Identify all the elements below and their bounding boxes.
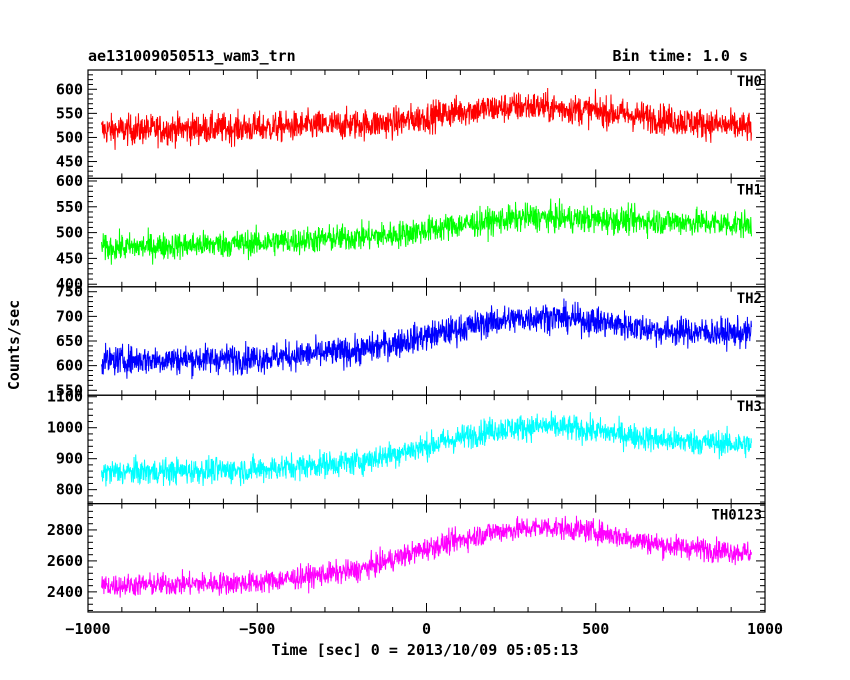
x-tick-label: −1000 — [65, 620, 110, 638]
panel-th2: 550 600 650 700 750 TH2 — [56, 283, 766, 399]
x-tick-label: −500 — [239, 620, 275, 638]
panel-th0: 450 500 550 600 TH0 — [56, 69, 766, 180]
y-tick-label: 1000 — [47, 419, 83, 437]
y-tick-label: 800 — [56, 481, 83, 499]
y-tick-label: 450 — [56, 153, 83, 171]
y-tick-label: 550 — [56, 198, 83, 216]
y-tick-label: 600 — [56, 172, 83, 190]
y-tick-label: 2600 — [47, 552, 83, 570]
y-tick-label: 2400 — [47, 583, 83, 601]
panels-group: 450 500 550 600 TH0 400 450 500 550 600 TH1 550 600 6… — [47, 69, 766, 613]
y-tick-label: 400 — [56, 275, 83, 293]
panel-label: TH0123 — [711, 508, 762, 524]
y-tick-label: 550 — [56, 104, 83, 122]
bin-time-label: Bin time: 1.0 s — [613, 47, 748, 65]
series-line-th2 — [101, 298, 752, 380]
panel-label: TH1 — [737, 182, 762, 198]
y-tick-label: 1100 — [47, 388, 83, 406]
series-line-th0123 — [101, 515, 752, 598]
y-tick-label: 700 — [56, 307, 83, 325]
y-tick-label: 500 — [56, 224, 83, 242]
panel-th1: 400 450 500 550 600 TH1 — [56, 172, 766, 293]
x-axis-label: Time [sec] 0 = 2013/10/09 05:05:13 — [271, 641, 578, 659]
series-line-th3 — [101, 410, 752, 487]
x-tick-label: 1000 — [747, 620, 783, 638]
panel-label: TH3 — [737, 399, 762, 415]
panel-label: TH0 — [737, 74, 762, 90]
series-line-th1 — [101, 198, 752, 265]
y-tick-label: 550 — [56, 381, 83, 399]
y-axis-label: Counts/sec — [5, 300, 23, 390]
y-tick-label: 650 — [56, 332, 83, 350]
y-tick-label: 2800 — [47, 521, 83, 539]
y-tick-label: 600 — [56, 357, 83, 375]
panel-th3: 800 900 1000 1100 TH3 — [47, 388, 766, 505]
chart-title: ae131009050513_wam3_trn — [88, 47, 296, 65]
y-tick-label: 600 — [56, 80, 83, 98]
x-axis: −1000 −500 0 500 1000 — [65, 620, 783, 638]
panel-label: TH2 — [737, 291, 762, 307]
y-tick-label: 450 — [56, 249, 83, 267]
y-tick-label: 900 — [56, 450, 83, 468]
x-tick-label: 500 — [582, 620, 609, 638]
y-tick-label: 750 — [56, 283, 83, 301]
panel-th0123: 2400 2600 2800 TH0123 — [47, 503, 766, 613]
series-line-th0 — [101, 87, 752, 150]
y-tick-label: 500 — [56, 128, 83, 146]
x-tick-label: 0 — [422, 620, 431, 638]
